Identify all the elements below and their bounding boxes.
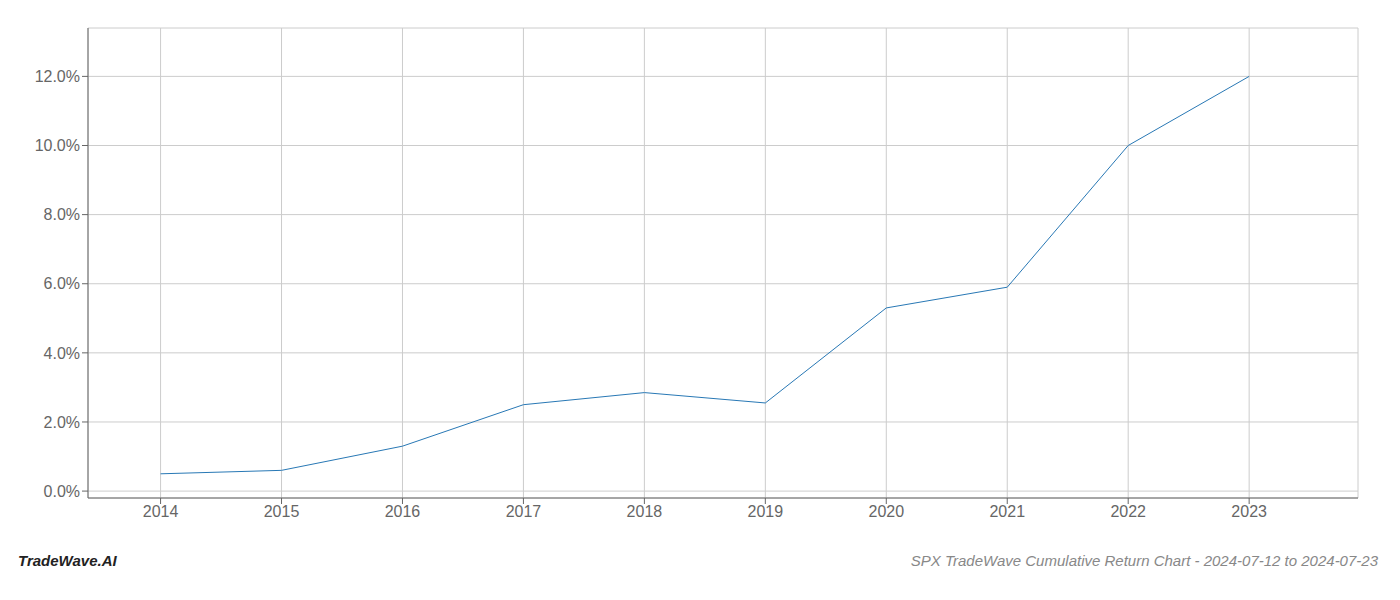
svg-text:2020: 2020 [868,503,904,520]
svg-text:0.0%: 0.0% [44,483,80,500]
svg-text:2022: 2022 [1110,503,1146,520]
svg-text:2015: 2015 [264,503,300,520]
svg-text:8.0%: 8.0% [44,206,80,223]
svg-text:4.0%: 4.0% [44,345,80,362]
svg-text:2017: 2017 [506,503,542,520]
svg-text:6.0%: 6.0% [44,275,80,292]
svg-text:2016: 2016 [385,503,421,520]
svg-text:2023: 2023 [1231,503,1267,520]
svg-text:2019: 2019 [748,503,784,520]
svg-text:10.0%: 10.0% [35,137,80,154]
svg-text:2.0%: 2.0% [44,414,80,431]
svg-text:2018: 2018 [627,503,663,520]
html-text:SPX TradeWave Cumulative Retur: SPX TradeWave Cumulative Return Chart - … [910,552,1378,569]
svg-text:2014: 2014 [143,503,179,520]
html-text:TradeWave.AI: TradeWave.AI [18,552,117,569]
svg-text:12.0%: 12.0% [35,68,80,85]
svg-text:2021: 2021 [989,503,1025,520]
